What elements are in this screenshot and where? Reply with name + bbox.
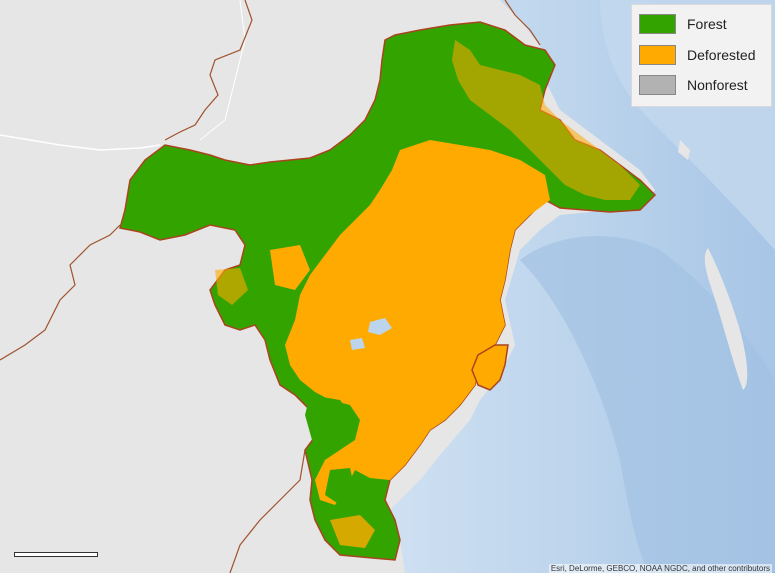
legend-swatch-nonforest [639, 75, 676, 95]
legend: Forest Deforested Nonforest [631, 4, 772, 107]
deforested-patch [330, 515, 375, 548]
country-border [504, 0, 541, 46]
lake [350, 338, 365, 350]
legend-swatch-deforested [639, 45, 676, 65]
legend-item-deforested: Deforested [639, 45, 755, 65]
ocean-deep-shading [520, 236, 775, 573]
region-deforested [285, 140, 550, 505]
map-attribution: Esri, DeLorme, GEBCO, NOAA NGDC, and oth… [548, 564, 772, 573]
legend-label-nonforest: Nonforest [687, 77, 748, 93]
country-border [0, 224, 121, 361]
country-border [229, 449, 306, 573]
deforested-patch [215, 268, 248, 305]
deforested-north-strip [452, 40, 640, 200]
legend-swatch-forest [639, 14, 676, 34]
legend-item-nonforest: Nonforest [639, 75, 748, 95]
legend-label-deforested: Deforested [687, 47, 756, 63]
island-small [678, 140, 690, 160]
forest-remnant [325, 468, 355, 505]
deforested-patch [270, 245, 310, 290]
country-border [164, 0, 253, 141]
river-delta [471, 344, 509, 391]
island [704, 248, 748, 390]
neighbor-border [199, 0, 246, 141]
neighbor-border [0, 134, 161, 151]
forest-remnant [305, 395, 355, 455]
legend-label-forest: Forest [687, 16, 727, 32]
scale-bar [14, 552, 98, 557]
legend-item-forest: Forest [639, 14, 727, 34]
lake [368, 318, 392, 335]
